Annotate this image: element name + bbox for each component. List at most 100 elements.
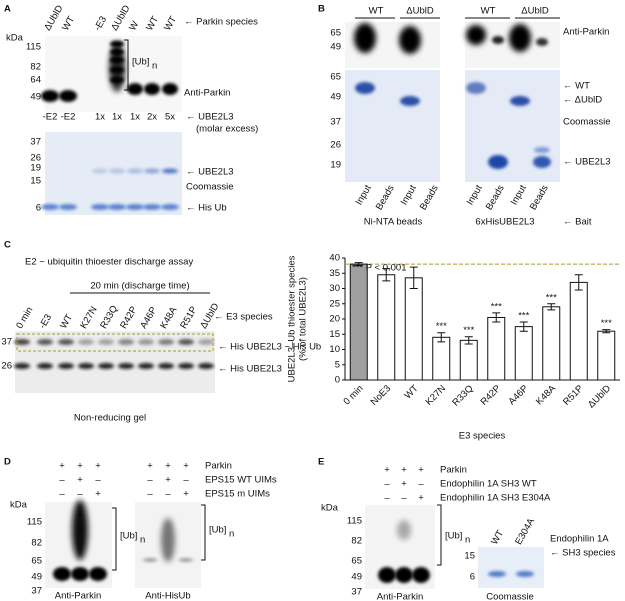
marker-label: 65 (330, 28, 341, 39)
marker-label: 15 (464, 551, 475, 562)
lane-label: Beads (528, 183, 551, 212)
band (71, 567, 89, 581)
band (488, 155, 508, 169)
marker-label: 65 (351, 556, 362, 567)
bracket (112, 507, 117, 571)
marker-label: 65 (31, 556, 42, 567)
bar (597, 330, 616, 381)
marker-label: 49 (330, 92, 341, 103)
band (354, 23, 376, 53)
error-bar (354, 262, 363, 267)
condition-label: EPS15 m UIMs (205, 489, 270, 500)
band (466, 25, 486, 45)
band (41, 90, 59, 102)
significance-label: *** (491, 301, 502, 312)
gel-label: Coomassie (563, 117, 611, 128)
sign: – (147, 475, 153, 486)
sign: + (95, 461, 101, 472)
bar (404, 277, 423, 381)
x-tick-label: K27N (424, 383, 449, 408)
gel-label: Coomassie (186, 182, 234, 193)
band (395, 567, 413, 583)
y-tick-label: 20 (329, 314, 340, 325)
sign: + (165, 475, 171, 486)
band (37, 339, 53, 345)
sign: + (401, 465, 407, 476)
gel-label: Endophilin 1A (550, 534, 609, 545)
sign: – (183, 475, 189, 486)
band (110, 40, 124, 48)
band (510, 96, 530, 106)
band (534, 147, 550, 153)
band (72, 500, 88, 560)
marker-label: 19 (330, 160, 341, 171)
lane-label: R51P (178, 305, 199, 331)
band (378, 567, 396, 583)
condition-label: Endophilin 1A SH3 E304A (440, 493, 551, 504)
lane-label: W (127, 19, 141, 32)
condition-label: -E2 (43, 112, 58, 123)
band (412, 567, 430, 583)
band (58, 339, 74, 345)
marker-label: 82 (30, 62, 41, 73)
band (126, 204, 144, 210)
highlight-box (16, 333, 214, 352)
band (98, 339, 114, 345)
group-label: WT (481, 6, 496, 17)
band-label: ← His UBE2L3 (218, 364, 282, 375)
condition-label: 1x (95, 112, 105, 123)
marker-label: 26 (1, 361, 12, 372)
condition-label: 1x (112, 112, 122, 123)
band (78, 339, 94, 345)
x-tick-label: A46P (506, 383, 530, 407)
x-tick-label: K48A (534, 383, 559, 408)
band (536, 38, 548, 46)
marker-label: 26 (30, 153, 41, 164)
sign: + (418, 465, 424, 476)
marker-label: 115 (26, 42, 41, 53)
sign: + (401, 479, 407, 490)
lane-label: Beads (374, 183, 397, 212)
group-label: WT (369, 6, 384, 17)
caption: Non-reducing gel (74, 413, 146, 424)
marker-label: 82 (31, 538, 42, 549)
error-bar (464, 336, 473, 345)
y-tick-label: 30 (329, 283, 340, 294)
marker-label: 37 (1, 337, 12, 348)
group-label: ΔUblD (406, 6, 434, 17)
band (355, 82, 375, 94)
band (138, 363, 154, 369)
marker-label: 37 (31, 586, 42, 597)
bar (459, 339, 478, 381)
blot-label: Anti-Parkin (184, 88, 230, 99)
lane-label: 0 min (14, 305, 35, 331)
marker-label: 37 (330, 117, 341, 128)
error-bar (437, 332, 446, 343)
sign: + (183, 489, 189, 500)
x-tick-label: R42P (479, 383, 504, 408)
sign: – (384, 493, 390, 504)
lane-label: WT (60, 14, 77, 32)
band (516, 571, 534, 577)
band (179, 558, 193, 562)
marker-label: 6 (470, 572, 475, 583)
bar (542, 306, 561, 381)
band (492, 36, 504, 44)
x-tick-label: R33Q (450, 383, 475, 408)
x-tick-label: NoE3 (369, 383, 394, 408)
band (161, 518, 175, 562)
lane-label: R33Q (98, 304, 120, 331)
blot-label: Anti-Parkin (55, 591, 101, 601)
sign: – (95, 475, 101, 486)
unit-label: kDa (321, 503, 339, 514)
band (37, 363, 53, 369)
condition-label: Endophilin 1A SH3 WT (440, 479, 537, 490)
y-axis-label: UBE2L3–Ub thioester species (287, 255, 298, 382)
lane-label: Beads (418, 183, 441, 212)
ub-label: [Ub] (209, 525, 226, 536)
sign: + (77, 475, 83, 486)
gel-background (478, 547, 544, 588)
marker-label: 115 (347, 516, 362, 527)
significance-label: *** (463, 325, 474, 336)
sign: – (59, 489, 65, 500)
